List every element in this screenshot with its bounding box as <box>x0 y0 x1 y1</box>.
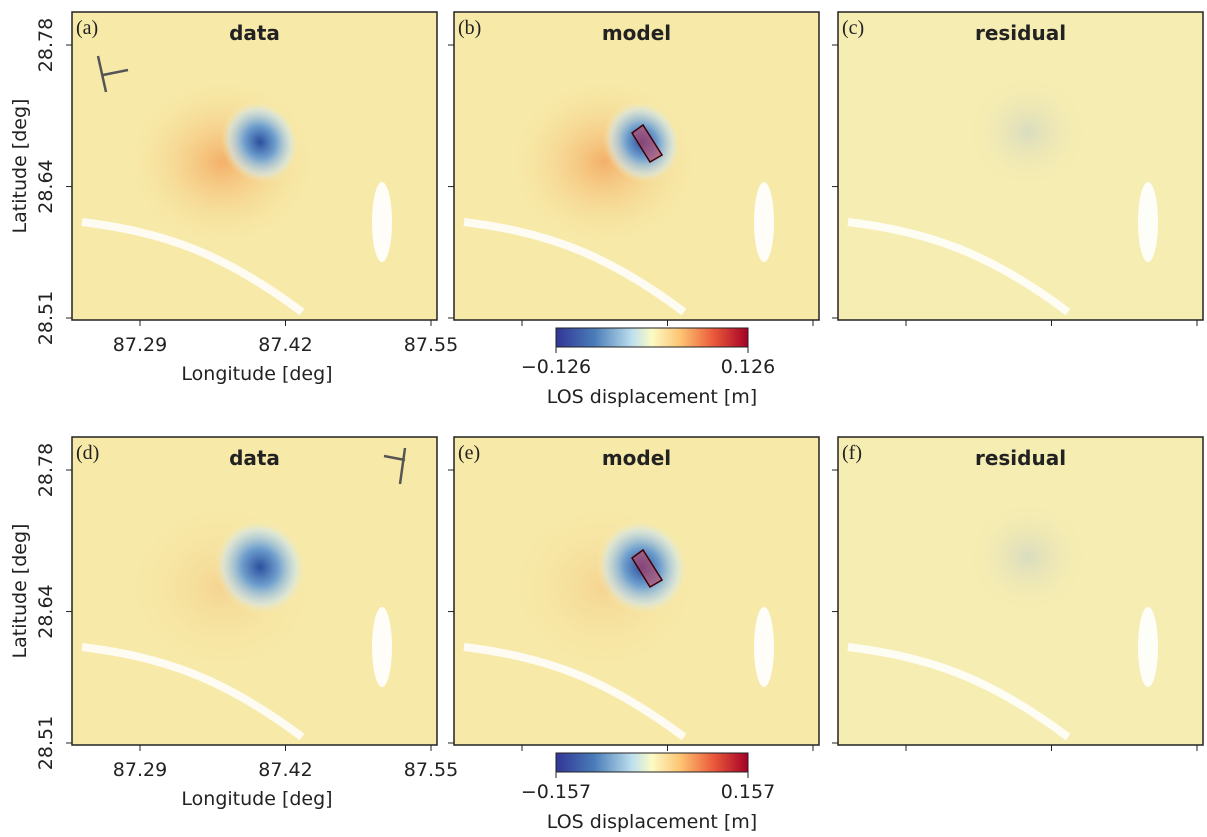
x-tick-label: 87.29 <box>113 334 167 356</box>
y-tick-label: 28.51 <box>35 716 57 770</box>
y-axis-label: Latitude [deg] <box>9 99 31 234</box>
direction-arrow <box>383 454 406 462</box>
x-axis-label: Longitude [deg] <box>181 363 332 385</box>
panel-title: data <box>229 446 280 470</box>
deformation-lobe <box>214 519 306 615</box>
map-panel <box>837 11 1204 321</box>
map-panel <box>453 436 820 746</box>
lake <box>754 182 774 262</box>
axes-frame <box>453 436 820 746</box>
fault-model <box>630 123 664 164</box>
fault-model <box>630 548 664 589</box>
x-tick-label: 87.29 <box>113 759 167 781</box>
x-tick-label: 87.55 <box>404 759 458 781</box>
x-axis-label: Longitude [deg] <box>181 788 332 810</box>
y-tick-label: 28.64 <box>35 159 57 213</box>
river <box>463 643 687 741</box>
panel-letter: (b) <box>458 17 481 39</box>
colorbar-tick-label: −0.157 <box>521 781 591 803</box>
panel-title: data <box>229 21 280 45</box>
panel-letter: (f) <box>842 442 862 464</box>
panel-title: residual <box>975 446 1066 470</box>
y-tick-label: 28.78 <box>35 18 57 72</box>
panel-letter: (e) <box>458 442 480 464</box>
panel-title: residual <box>975 21 1066 45</box>
residual-patch <box>968 77 1088 187</box>
axes-frame <box>837 436 1204 746</box>
x-tick-label: 87.42 <box>258 334 312 356</box>
direction-arrow <box>398 447 407 485</box>
colorbar <box>555 752 749 773</box>
lake <box>1138 182 1158 262</box>
map-panel <box>837 436 1204 746</box>
x-tick-label: 87.42 <box>258 759 312 781</box>
river <box>847 643 1071 741</box>
river <box>847 218 1071 316</box>
axes-frame <box>837 11 1204 321</box>
colorbar-tick-label: 0.126 <box>721 356 775 378</box>
panel-title: model <box>602 21 671 45</box>
axes-frame <box>71 436 438 746</box>
map-panel <box>71 436 438 746</box>
y-tick-label: 28.78 <box>35 443 57 497</box>
y-tick-label: 28.64 <box>35 584 57 638</box>
lake <box>1138 607 1158 687</box>
colorbar-label: LOS displacement [m] <box>547 386 757 408</box>
river <box>463 218 687 316</box>
direction-arrow <box>96 55 108 93</box>
river <box>81 643 305 741</box>
map-panel <box>453 11 820 321</box>
river <box>81 218 305 316</box>
y-tick-label: 28.51 <box>35 291 57 345</box>
colorbar-label: LOS displacement [m] <box>547 811 757 833</box>
panel-letter: (c) <box>842 17 864 39</box>
panel-letter: (d) <box>76 442 99 464</box>
colorbar <box>555 327 749 348</box>
axes-frame <box>71 11 438 321</box>
deformation-lobe <box>220 100 300 184</box>
lake <box>372 607 392 687</box>
axes-frame <box>453 11 820 321</box>
x-tick-label: 87.55 <box>404 334 458 356</box>
residual-patch <box>968 502 1088 612</box>
lake <box>372 182 392 262</box>
y-axis-label: Latitude [deg] <box>9 524 31 659</box>
colorbar-tick-label: −0.126 <box>521 356 591 378</box>
panel-title: model <box>602 446 671 470</box>
direction-arrow <box>102 68 129 77</box>
lake <box>754 607 774 687</box>
colorbar-tick-label: 0.157 <box>721 781 775 803</box>
panel-letter: (a) <box>76 17 98 39</box>
map-panel <box>71 11 438 321</box>
